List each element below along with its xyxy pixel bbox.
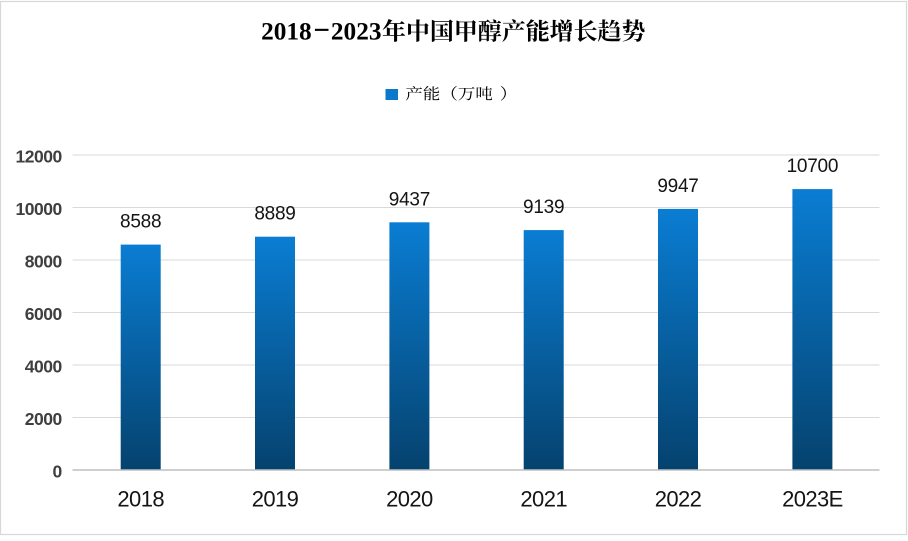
svg-text:6000: 6000 <box>25 304 63 324</box>
svg-text:12000: 12000 <box>16 147 63 167</box>
svg-text:2019: 2019 <box>252 487 299 512</box>
svg-text:2022: 2022 <box>655 487 702 512</box>
svg-text:4000: 4000 <box>25 357 63 377</box>
svg-text:2000: 2000 <box>25 409 63 429</box>
svg-text:10000: 10000 <box>16 199 63 219</box>
svg-text:8889: 8889 <box>254 204 295 225</box>
svg-text:8588: 8588 <box>120 212 161 233</box>
svg-text:2018: 2018 <box>261 18 312 46</box>
svg-text:9139: 9139 <box>523 197 564 218</box>
svg-text:2023E: 2023E <box>782 487 843 512</box>
svg-text:10700: 10700 <box>787 156 839 177</box>
svg-text:2021: 2021 <box>520 487 567 512</box>
svg-text:9437: 9437 <box>389 189 430 210</box>
svg-text:2020: 2020 <box>386 487 433 512</box>
svg-text:9947: 9947 <box>657 176 698 197</box>
svg-text:2018: 2018 <box>117 487 164 512</box>
svg-text:8000: 8000 <box>25 252 63 272</box>
svg-text:2023: 2023 <box>331 18 382 46</box>
svg-text:0: 0 <box>52 462 62 482</box>
